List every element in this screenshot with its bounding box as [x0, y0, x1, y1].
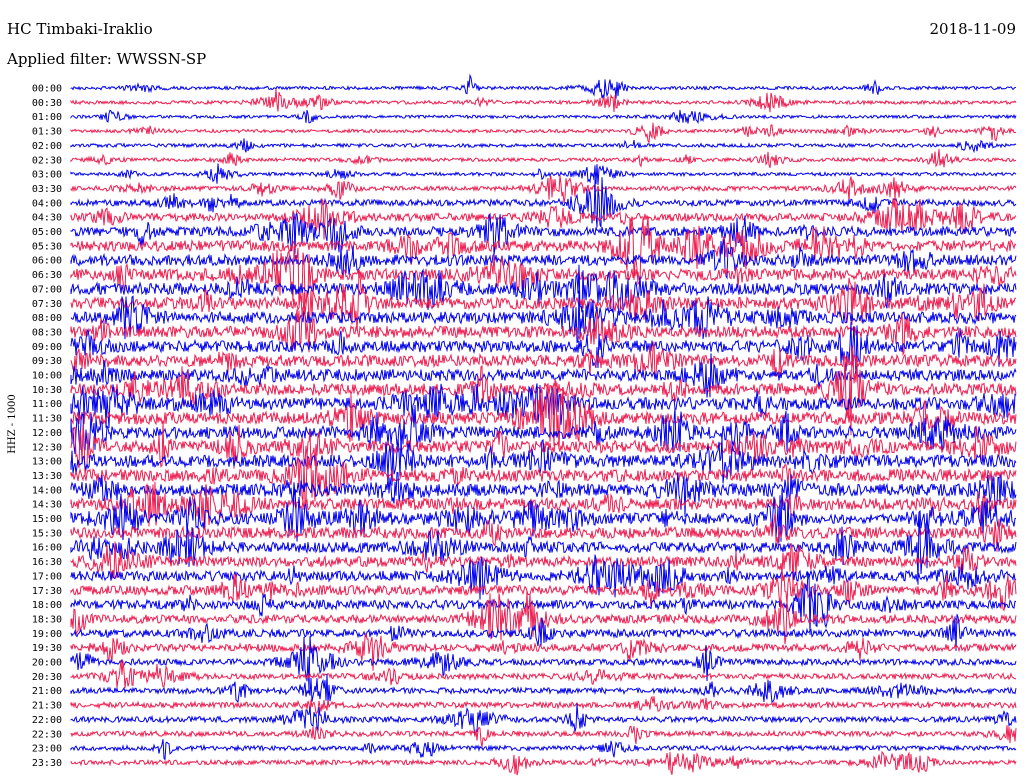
trace-row [70, 636, 1017, 693]
row-time-label: 11:30 [32, 414, 62, 425]
trace-row [70, 163, 1017, 185]
trace-row [70, 239, 1017, 280]
row-time-label: 20:30 [32, 672, 62, 683]
trace-row [70, 614, 1017, 651]
trace-row [70, 383, 1017, 429]
row-time-label: 15:30 [32, 528, 62, 539]
row-time-label: 09:30 [32, 356, 62, 367]
trace-row [70, 660, 1017, 689]
trace-row [70, 73, 1017, 99]
row-time-label: 04:30 [32, 213, 62, 224]
row-time-label: 00:00 [32, 84, 62, 95]
row-time-label: 04:00 [32, 198, 62, 209]
trace-row [70, 472, 1017, 517]
trace-row [70, 404, 1017, 455]
trace-row [70, 695, 1017, 714]
row-time-label: 17:00 [32, 571, 62, 582]
row-time-label: 22:00 [32, 715, 62, 726]
row-time-label: 23:30 [32, 758, 62, 769]
row-time-label: 18:30 [32, 614, 62, 625]
row-time-label: 16:30 [32, 557, 62, 568]
row-time-label: 20:00 [32, 658, 62, 669]
trace-row [70, 321, 1017, 374]
trace-row [70, 453, 1017, 507]
row-time-label: 05:00 [32, 227, 62, 238]
row-time-label: 17:30 [32, 586, 62, 597]
trace-row [70, 175, 1017, 204]
trace-row [70, 541, 1017, 586]
row-time-label: 06:00 [32, 256, 62, 267]
trace-row [70, 554, 1017, 600]
filter-label: Applied filter: WWSSN-SP [7, 50, 207, 68]
trace-row [70, 673, 1017, 706]
trace-row [70, 353, 1017, 398]
row-time-label: 13:30 [32, 471, 62, 482]
trace-row [70, 513, 1017, 585]
trace-row [70, 570, 1017, 636]
row-time-label: 03:00 [32, 170, 62, 181]
row-time-label: 06:30 [32, 270, 62, 281]
trace-row [70, 345, 1017, 436]
row-time-label: 07:30 [32, 299, 62, 310]
row-time-label: 15:00 [32, 514, 62, 525]
trace-row [70, 109, 1017, 125]
row-time-label: 10:30 [32, 385, 62, 396]
trace-row [70, 488, 1017, 543]
row-time-label: 02:30 [32, 155, 62, 166]
row-time-label: 07:00 [32, 284, 62, 295]
trace-row [70, 177, 1017, 228]
row-time-label: 02:00 [32, 141, 62, 152]
row-time-label: 21:00 [32, 686, 62, 697]
row-time-label: 14:30 [32, 500, 62, 511]
row-time-label: 23:00 [32, 744, 62, 755]
row-time-label: 14:00 [32, 485, 62, 496]
trace-row [70, 246, 1017, 306]
trace-row [70, 138, 1017, 154]
trace-row [70, 750, 1017, 776]
row-time-label: 16:00 [32, 543, 62, 554]
trace-row [70, 725, 1017, 748]
row-time-label: 11:00 [32, 399, 62, 410]
row-time-label: 01:30 [32, 127, 62, 138]
row-time-label: 01:00 [32, 112, 62, 123]
trace-row [70, 197, 1017, 240]
trace-row [70, 216, 1017, 286]
trace-row [70, 122, 1017, 144]
trace-row [70, 269, 1016, 332]
trace-row [70, 570, 1017, 612]
row-time-label: 12:30 [32, 442, 62, 453]
row-time-label: 08:00 [32, 313, 62, 324]
trace-row [70, 341, 1017, 380]
station-title: HC Timbaki-Iraklio [7, 20, 153, 38]
row-time-label: 21:30 [32, 701, 62, 712]
trace-row [70, 378, 1017, 450]
row-time-label: 09:00 [32, 342, 62, 353]
row-time-label: 10:00 [32, 371, 62, 382]
trace-row [70, 513, 1017, 552]
trace-row [70, 739, 1017, 761]
trace-row [70, 703, 1017, 736]
row-time-label: 19:00 [32, 629, 62, 640]
trace-row [70, 88, 1017, 113]
row-time-label: 00:30 [32, 98, 62, 109]
row-time-label: 22:30 [32, 729, 62, 740]
row-time-label: 05:30 [32, 241, 62, 252]
trace-row [70, 305, 1017, 357]
trace-row [70, 264, 1017, 316]
trace-row [70, 632, 1017, 671]
date-label: 2018-11-09 [929, 20, 1016, 38]
trace-row [70, 481, 1017, 535]
trace-row [70, 212, 1017, 256]
row-time-label: 13:00 [32, 457, 62, 468]
trace-row [70, 437, 1017, 486]
row-time-label: 08:30 [32, 327, 62, 338]
trace-row [70, 148, 1017, 168]
row-time-label: 12:00 [32, 428, 62, 439]
trace-row [70, 421, 1017, 477]
row-time-label: 18:00 [32, 600, 62, 611]
row-time-label: 19:30 [32, 643, 62, 654]
row-time-label: 03:30 [32, 184, 62, 195]
trace-row [70, 290, 1017, 344]
